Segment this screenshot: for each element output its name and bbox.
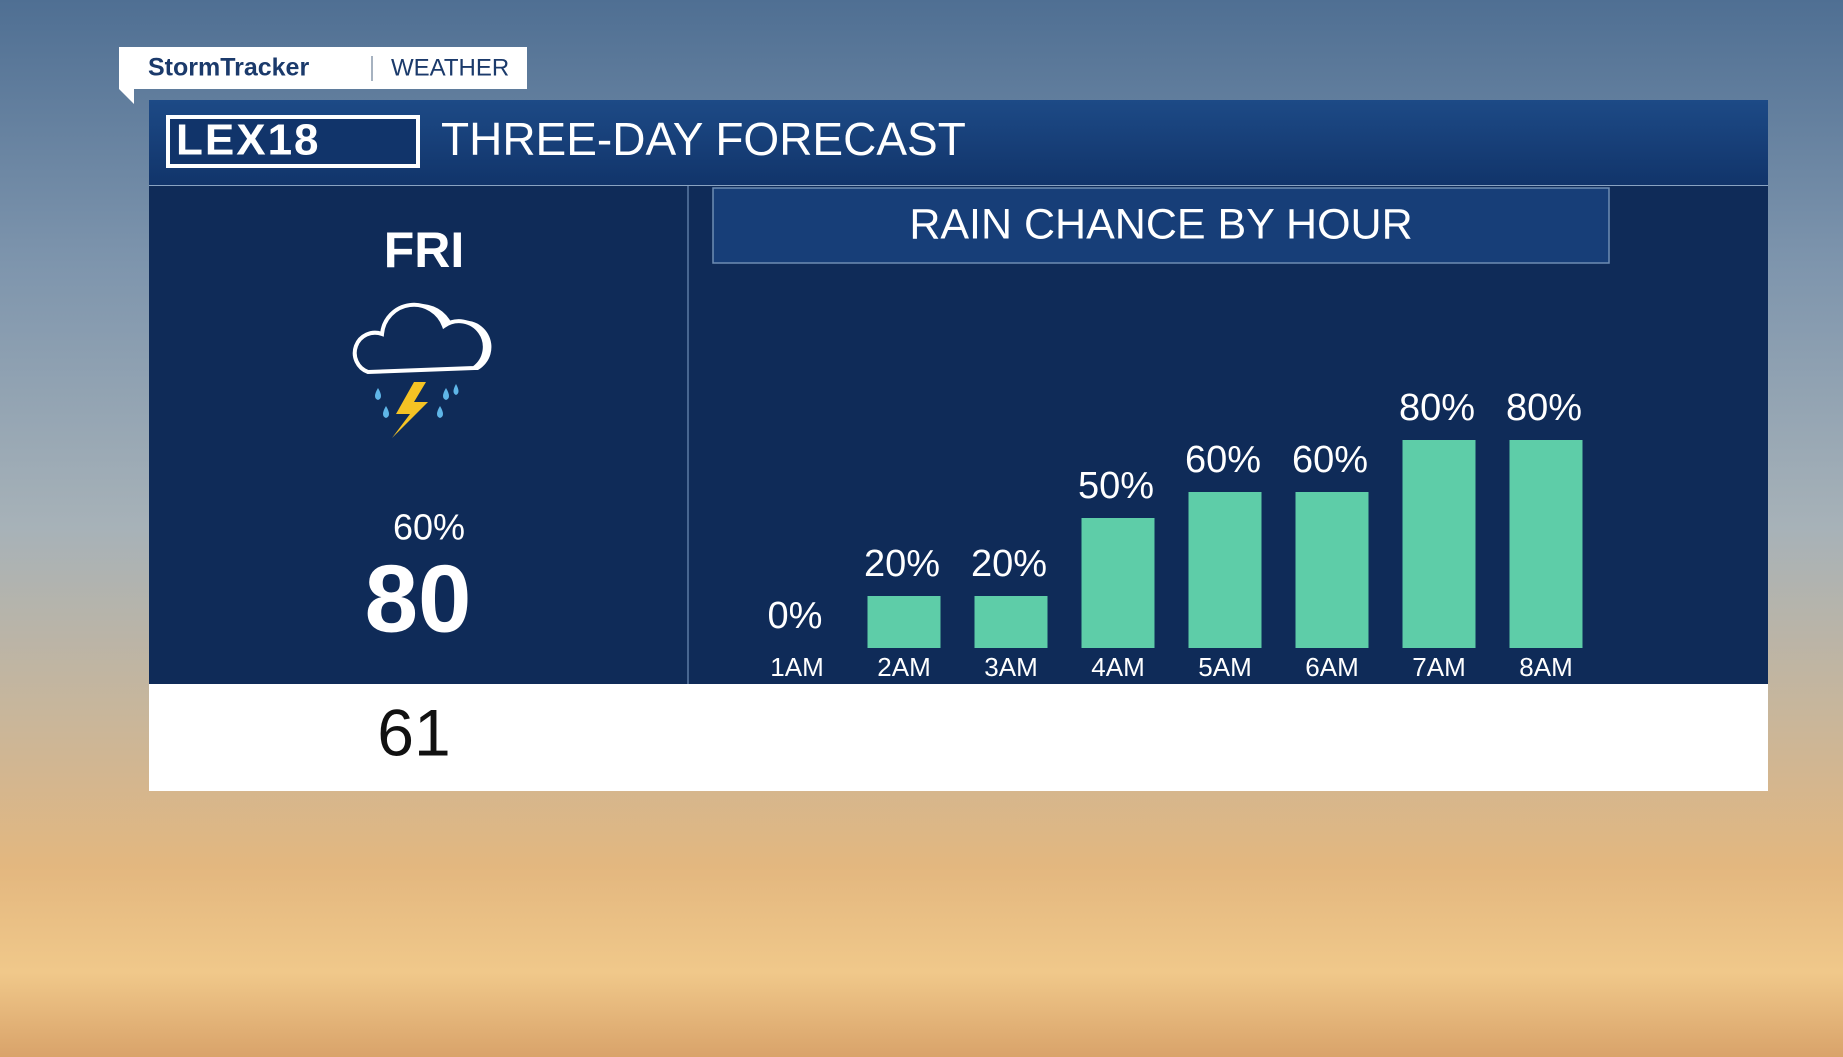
- x-tick-label: 1AM: [770, 652, 823, 682]
- low-strip: [149, 684, 1768, 791]
- value-label: 60%: [1185, 439, 1261, 481]
- brand-name: StormTracker: [148, 54, 309, 82]
- x-tick-label: 6AM: [1305, 652, 1358, 682]
- x-tick-label: 7AM: [1412, 652, 1465, 682]
- x-tick-label: 3AM: [984, 652, 1037, 682]
- header-title: THREE-DAY FORECAST: [441, 113, 966, 165]
- panel-body: [149, 186, 1768, 684]
- x-tick-label: 4AM: [1091, 652, 1144, 682]
- x-tick-label: 8AM: [1519, 652, 1572, 682]
- bar-chart: 0% 1AM 20% 2AM 20% 3AM 50% 4AM 60% 5AM 60% 6AM 80% 7A…: [768, 387, 1583, 682]
- bar: [1509, 440, 1583, 648]
- chart-title-box: [712, 187, 1610, 264]
- storm-icon: [352, 302, 492, 438]
- value-label: 50%: [1078, 465, 1154, 507]
- bar: [1081, 518, 1155, 648]
- bar: [1295, 492, 1369, 648]
- bar: [974, 596, 1048, 648]
- brand-tab: [119, 47, 527, 104]
- bar: [1402, 440, 1476, 648]
- brand-section: WEATHER: [391, 54, 509, 81]
- station-logo-text: LEX18: [176, 116, 321, 165]
- chart-title: RAIN CHANCE BY HOUR: [909, 200, 1412, 248]
- x-tick-label: 5AM: [1198, 652, 1251, 682]
- precip-chance: 60%: [393, 507, 465, 548]
- low-temp: 61: [377, 695, 450, 769]
- high-temp: 80: [365, 545, 472, 652]
- x-tick-label: 2AM: [877, 652, 930, 682]
- day-name: FRI: [384, 222, 465, 278]
- value-label: 60%: [1292, 439, 1368, 481]
- value-label: 80%: [1399, 387, 1475, 429]
- station-logo-inner: [170, 119, 416, 164]
- value-label: 20%: [864, 543, 940, 585]
- bar: [1188, 492, 1262, 648]
- value-label: 80%: [1506, 387, 1582, 429]
- value-label: 20%: [971, 543, 1047, 585]
- bar: [867, 596, 941, 648]
- value-label: 0%: [768, 595, 823, 637]
